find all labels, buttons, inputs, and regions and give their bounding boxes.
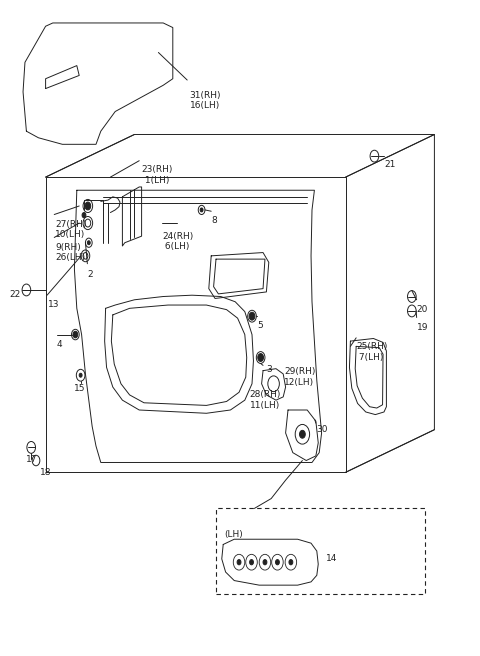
Text: 3: 3: [266, 365, 272, 375]
Circle shape: [289, 560, 293, 565]
Circle shape: [276, 560, 279, 565]
Text: 19: 19: [417, 323, 428, 332]
Circle shape: [249, 312, 255, 320]
Text: 2: 2: [87, 270, 93, 279]
Text: 17: 17: [26, 455, 38, 464]
Text: 9(RH)
26(LH): 9(RH) 26(LH): [55, 243, 85, 262]
Text: 30: 30: [316, 425, 327, 434]
Text: 29(RH)
12(LH): 29(RH) 12(LH): [284, 367, 315, 387]
Circle shape: [82, 213, 86, 218]
Text: 18: 18: [40, 468, 51, 478]
Circle shape: [200, 208, 203, 212]
Text: 14: 14: [326, 554, 338, 563]
Text: 5: 5: [257, 321, 263, 331]
Text: (LH): (LH): [225, 530, 243, 539]
Text: 22: 22: [10, 290, 21, 299]
Text: 28(RH)
11(LH): 28(RH) 11(LH): [250, 390, 281, 410]
Text: 27(RH)
10(LH): 27(RH) 10(LH): [55, 220, 86, 239]
Circle shape: [85, 202, 91, 210]
Circle shape: [79, 373, 82, 377]
Text: 15: 15: [74, 384, 86, 393]
Text: 20: 20: [417, 305, 428, 314]
Text: 24(RH)
 6(LH): 24(RH) 6(LH): [162, 232, 193, 251]
Text: 4: 4: [57, 340, 62, 349]
Circle shape: [258, 354, 264, 361]
Text: 8: 8: [211, 216, 217, 226]
Circle shape: [237, 560, 241, 565]
Text: 13: 13: [48, 300, 60, 310]
Text: 25(RH)
 7(LH): 25(RH) 7(LH): [356, 342, 387, 362]
Circle shape: [300, 430, 305, 438]
Text: 21: 21: [384, 160, 396, 169]
Circle shape: [263, 560, 267, 565]
Text: 31(RH)
16(LH): 31(RH) 16(LH): [190, 91, 221, 110]
Circle shape: [73, 331, 78, 338]
Circle shape: [250, 560, 253, 565]
Text: 23(RH)
 1(LH): 23(RH) 1(LH): [142, 165, 173, 185]
Circle shape: [87, 241, 90, 245]
